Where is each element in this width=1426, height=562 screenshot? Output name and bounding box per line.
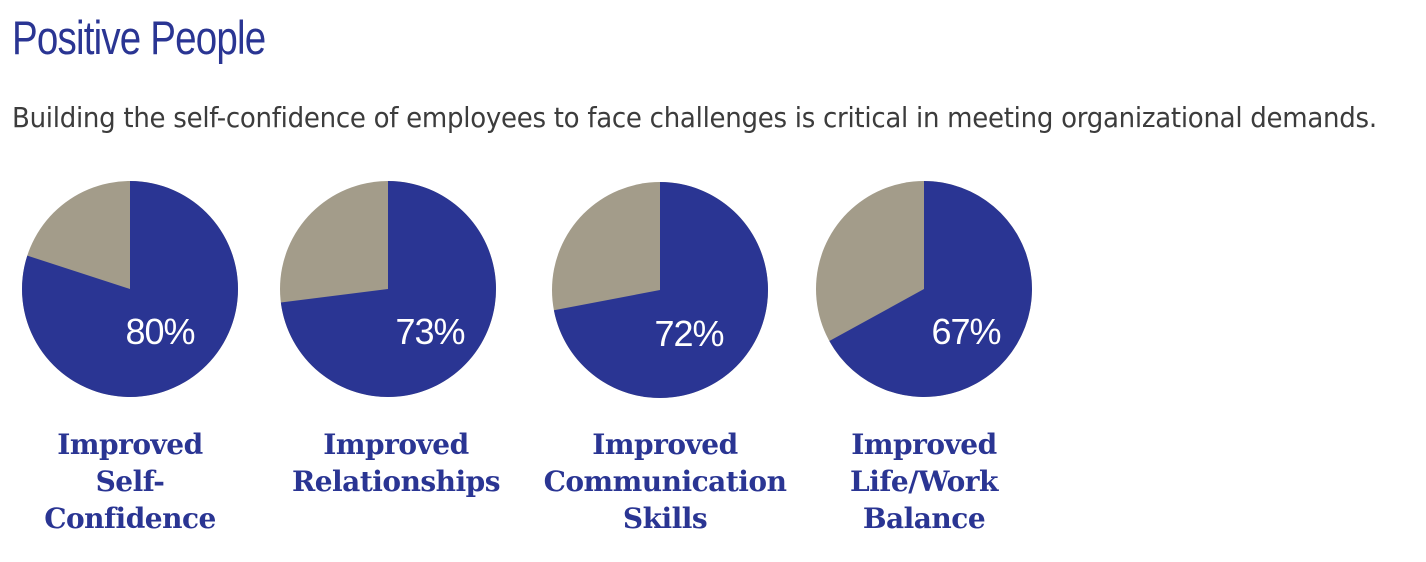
page-title: Positive People — [12, 11, 266, 64]
pie-chart-life-work-balance: 67% Improved Life/Work Balance — [794, 181, 1054, 552]
pie-chart-svg: 80% — [22, 181, 239, 397]
pie-value-label: 72% — [654, 313, 723, 354]
pie-category-label: Improved Life/Work Balance — [850, 428, 998, 535]
pie-category-label: Improved Relationships — [291, 428, 501, 498]
pie-chart-communication-skills: 72% Improved Communication Skills — [535, 182, 795, 552]
pie-category-label: Improved Communication Skills — [543, 428, 787, 535]
pie-chart-self-confidence: 80% Improved Self- Confidence — [0, 181, 260, 552]
pie-chart-svg: 72% — [552, 182, 768, 398]
pie-slice-value — [22, 181, 239, 397]
pie-value-label: 67% — [931, 311, 1000, 352]
pie-category-label: Improved Self- Confidence — [44, 428, 216, 535]
pie-value-label: 80% — [125, 311, 194, 352]
pie-slice-value — [553, 182, 768, 398]
pie-chart-svg: 67% — [816, 181, 1033, 397]
page-subtitle: Building the self-confidence of employee… — [12, 101, 1377, 134]
pie-chart-relationships: 73% Improved Relationships — [266, 181, 526, 552]
pie-value-label: 73% — [395, 311, 464, 352]
pie-slice-value — [829, 181, 1033, 397]
pie-chart-svg: 73% — [280, 181, 496, 397]
pie-slice-value — [280, 181, 496, 397]
